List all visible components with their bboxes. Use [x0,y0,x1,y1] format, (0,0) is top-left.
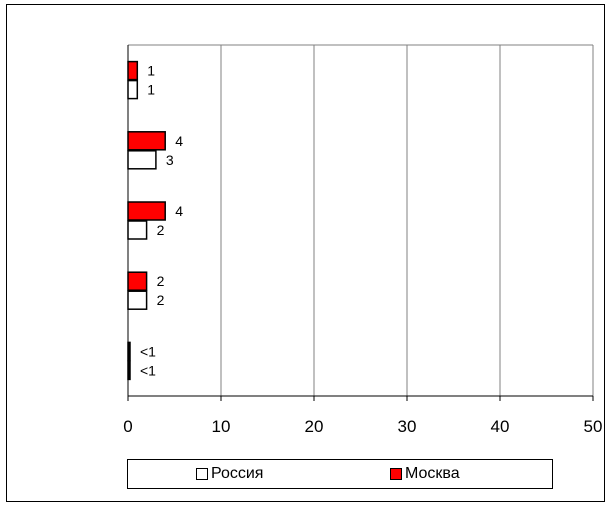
data-label: 2 [157,292,165,308]
bar [127,79,139,100]
bar [127,220,148,240]
data-label: 1 [147,63,155,79]
x-tick-label: 50 [584,417,603,436]
data-label: 4 [175,203,183,219]
legend-label-russia: Россия [211,465,264,482]
legend-item-moscow: Москва [390,465,460,483]
x-tick-label: 30 [398,417,417,436]
bar [127,271,148,291]
legend-item-russia: Россия [196,465,263,483]
data-label: 3 [166,152,174,168]
data-label: 4 [175,133,183,149]
chart-legend: Россия Москва [127,459,553,489]
x-tick-label: 0 [123,417,132,436]
legend-label-moscow: Москва [405,465,460,482]
ticks-layer: 0 10 20 30 40 50 [123,45,602,436]
legend-swatch-moscow [390,468,402,480]
data-label: 2 [157,273,165,289]
bar [127,131,166,151]
chart-frame [6,4,605,502]
bars-layer [127,60,166,381]
bar [127,290,148,310]
bar [127,201,166,221]
x-tick-label: 20 [305,417,324,436]
bar [127,150,157,170]
data-label: 2 [157,222,165,238]
data-label: <1 [140,362,156,378]
data-label: 1 [147,82,155,98]
data-label: <1 [140,343,156,359]
x-tick-label: 40 [491,417,510,436]
bar [127,60,139,81]
x-tick-label: 10 [212,417,231,436]
grid-layer [128,44,594,396]
legend-swatch-russia [196,468,208,480]
